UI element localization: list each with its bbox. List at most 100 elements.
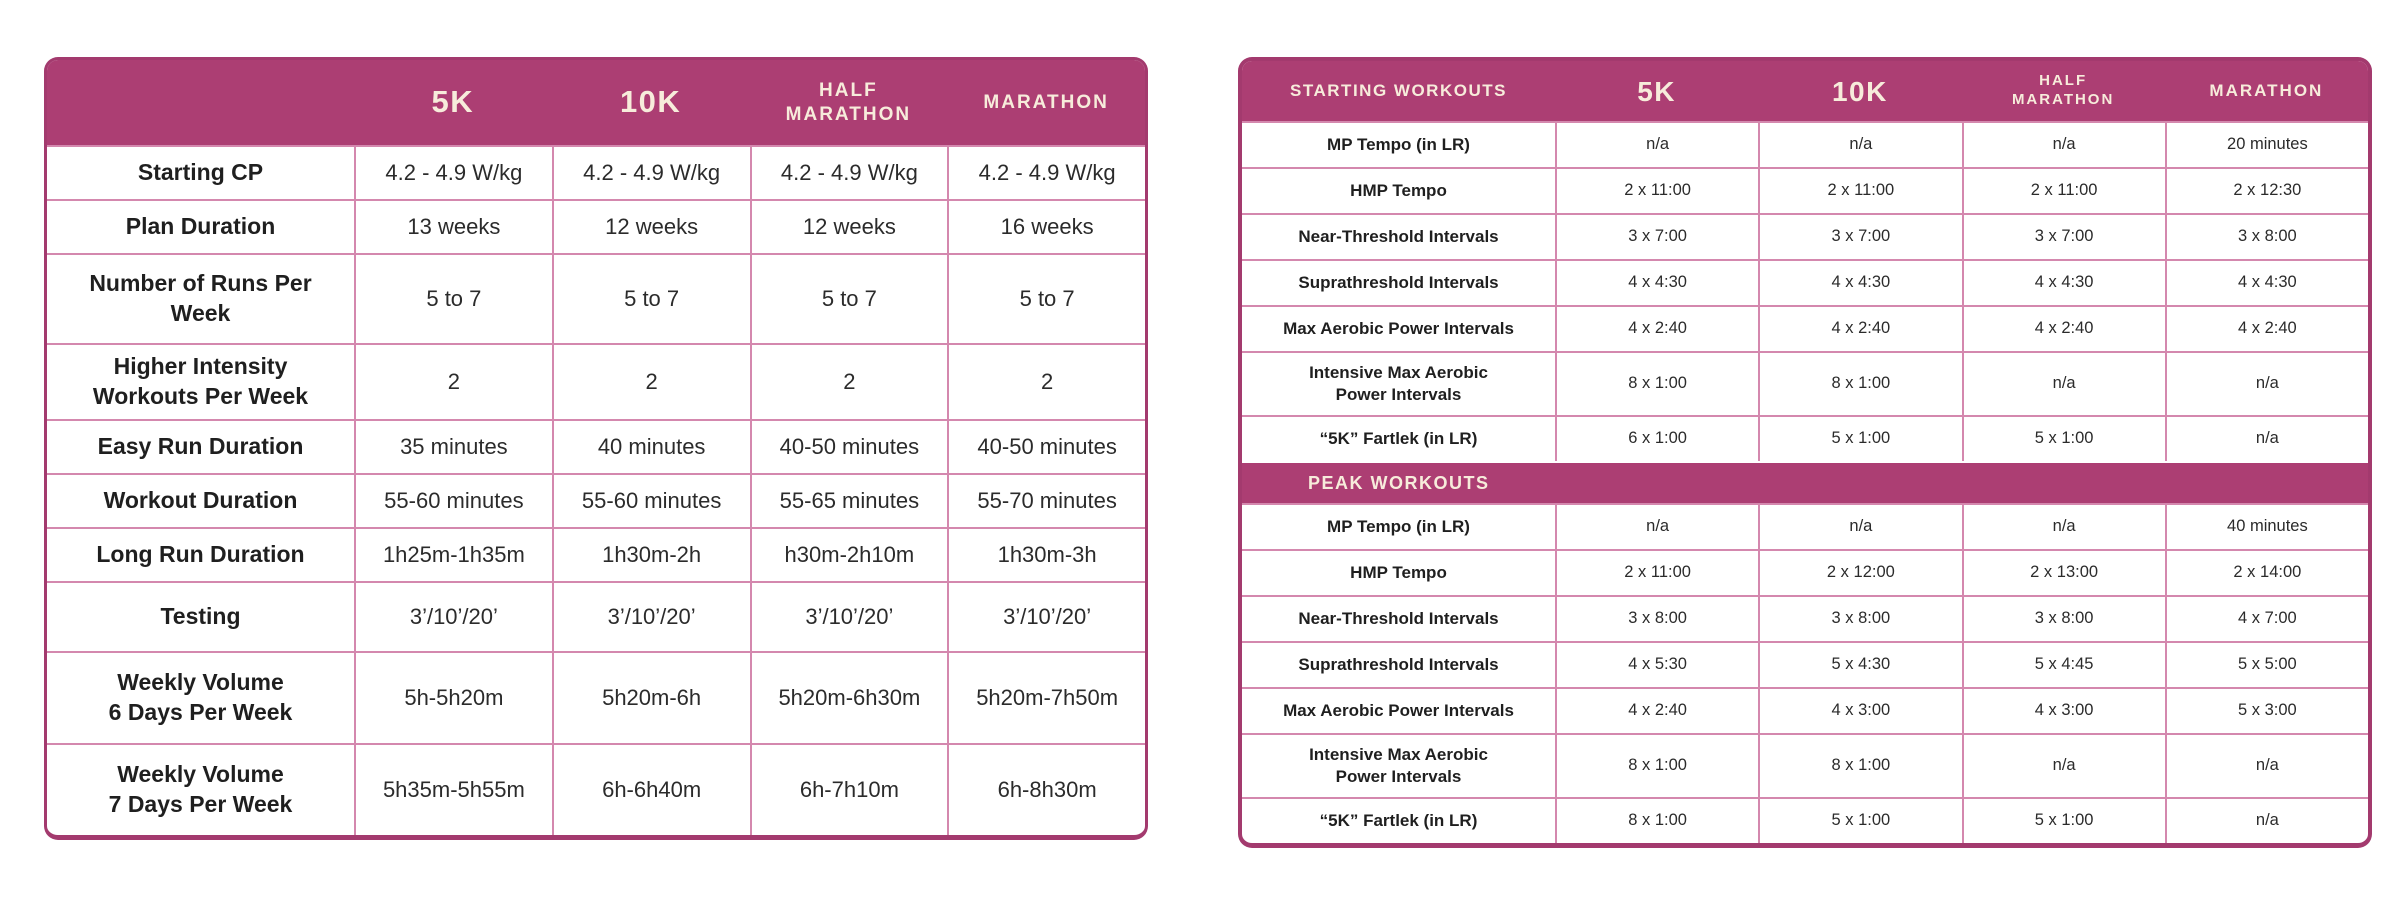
row-label: Plan Duration: [125, 213, 276, 240]
row-label: Weekly Volume 7 Days Per Week: [108, 761, 293, 817]
row-label: Intensive Max Aerobic Power Intervals: [1309, 744, 1488, 786]
table-cell: 3 x 8:00: [1758, 597, 1961, 641]
table-cell: 2 x 11:00: [1758, 169, 1961, 213]
table-cell: 4.2 - 4.9 W/kg: [749, 147, 948, 199]
table-row: HMP Tempo 2 x 11:00 2 x 11:00 2 x 11:00 2 x …: [1242, 167, 2368, 213]
table-cell: 2: [551, 345, 750, 419]
table-row: Testing 3’/10’/20’ 3’/10’/20’ 3’/10’/20’ 3’/…: [47, 581, 1145, 651]
row-label: Number of Runs Per Week: [89, 270, 312, 326]
table-cell: 3’/10’/20’: [551, 583, 750, 651]
table-row: Workout Duration 55-60 minutes 55-60 minut…: [47, 473, 1145, 527]
table-row: Weekly Volume 7 Days Per Week 5h35m-5h55m…: [47, 743, 1145, 835]
row-label: Testing: [160, 603, 241, 630]
table-row: Near-Threshold Intervals 3 x 7:00 3 x 7:00…: [1242, 213, 2368, 259]
table-cell: 2 x 13:00: [1961, 551, 2165, 595]
row-label: Near-Threshold Intervals: [1298, 608, 1499, 628]
section-header-peak-workouts: PEAK WORKOUTS: [1242, 461, 2368, 503]
table-cell: 4 x 4:30: [2164, 261, 2368, 305]
row-label: HMP Tempo: [1350, 562, 1447, 582]
table-cell: 2: [354, 345, 552, 419]
table-cell: 2 x 11:00: [1555, 169, 1758, 213]
table-cell: 3 x 8:00: [1555, 597, 1758, 641]
table-cell: 4 x 3:00: [1961, 689, 2165, 733]
table-cell: n/a: [1758, 123, 1961, 167]
table-cell: 2 x 12:00: [1758, 551, 1961, 595]
column-header-half-marathon: HALF MARATHON: [2011, 72, 2115, 108]
starting-workouts-body: MP Tempo (in LR) n/a n/a n/a 20 minutes HMP T…: [1242, 121, 2368, 461]
table-cell: 5h35m-5h55m: [354, 745, 552, 835]
table-row: “5K” Fartlek (in LR) 8 x 1:00 5 x 1:00 5 x …: [1242, 797, 2368, 843]
table-cell: 4.2 - 4.9 W/kg: [551, 147, 750, 199]
table-cell: 3’/10’/20’: [749, 583, 948, 651]
table-cell: 35 minutes: [354, 421, 552, 473]
table-cell: 4.2 - 4.9 W/kg: [354, 147, 552, 199]
peak-workouts-body: MP Tempo (in LR) n/a n/a n/a 40 minutes HMP T…: [1242, 503, 2368, 843]
table-cell: 5 to 7: [947, 255, 1145, 343]
column-header-marathon: MARATHON: [2209, 81, 2324, 101]
row-label: MP Tempo (in LR): [1327, 134, 1470, 154]
table-cell: 5h20m-7h50m: [947, 653, 1145, 743]
plan-overview-header-row: 5K 10K HALF MARATHON MARATHON: [47, 60, 1145, 145]
table-cell: n/a: [1961, 735, 2165, 797]
table-cell: 40-50 minutes: [947, 421, 1145, 473]
table-cell: 12 weeks: [749, 201, 948, 253]
table-row: Suprathreshold Intervals 4 x 5:30 5 x 4:30…: [1242, 641, 2368, 687]
table-cell: 4 x 2:40: [1758, 307, 1961, 351]
workouts-table: STARTING WORKOUTS 5K 10K HALF MARATHON M…: [1238, 57, 2372, 848]
table-cell: 2 x 14:00: [2164, 551, 2368, 595]
row-label: HMP Tempo: [1350, 180, 1447, 200]
table-cell: 55-60 minutes: [354, 475, 552, 527]
table-cell: 8 x 1:00: [1555, 735, 1758, 797]
table-row: Easy Run Duration 35 minutes 40 minutes 40-…: [47, 419, 1145, 473]
table-row: Plan Duration 13 weeks 12 weeks 12 weeks 16 …: [47, 199, 1145, 253]
row-label: Starting CP: [137, 159, 264, 186]
table-cell: 5 x 3:00: [2164, 689, 2368, 733]
table-cell: 6h-6h40m: [551, 745, 750, 835]
row-label: Workout Duration: [103, 487, 298, 514]
table-cell: 40-50 minutes: [749, 421, 948, 473]
table-cell: 5 x 1:00: [1758, 417, 1961, 461]
table-cell: 4 x 2:40: [2164, 307, 2368, 351]
table-row: Starting CP 4.2 - 4.9 W/kg 4.2 - 4.9 W/kg 4…: [47, 145, 1145, 199]
starting-workouts-header-row: STARTING WORKOUTS 5K 10K HALF MARATHON M…: [1242, 61, 2368, 121]
table-cell: 4 x 2:40: [1961, 307, 2165, 351]
table-cell: n/a: [2164, 353, 2368, 415]
table-cell: 1h25m-1h35m: [354, 529, 552, 581]
table-row: Higher Intensity Workouts Per Week 2 2 2 2: [47, 343, 1145, 419]
table-cell: 4 x 4:30: [1961, 261, 2165, 305]
table-cell: n/a: [1961, 353, 2165, 415]
table-cell: 8 x 1:00: [1758, 735, 1961, 797]
table-cell: 6 x 1:00: [1555, 417, 1758, 461]
table-row: Long Run Duration 1h25m-1h35m 1h30m-2h h30m…: [47, 527, 1145, 581]
table-cell: 55-70 minutes: [947, 475, 1145, 527]
table-row: Near-Threshold Intervals 3 x 8:00 3 x 8:00…: [1242, 595, 2368, 641]
table-cell: n/a: [1961, 505, 2165, 549]
table-cell: 4 x 4:30: [1758, 261, 1961, 305]
table-cell: 40 minutes: [2164, 505, 2368, 549]
column-header-5k: 5K: [431, 84, 475, 120]
table-row: MP Tempo (in LR) n/a n/a n/a 20 minutes: [1242, 121, 2368, 167]
table-row: MP Tempo (in LR) n/a n/a n/a 40 minutes: [1242, 503, 2368, 549]
table-cell: n/a: [2164, 799, 2368, 843]
table-cell: 5 to 7: [551, 255, 750, 343]
table-cell: 5 to 7: [354, 255, 552, 343]
row-label: Near-Threshold Intervals: [1298, 226, 1499, 246]
table-cell: 4 x 7:00: [2164, 597, 2368, 641]
table-cell: h30m-2h10m: [749, 529, 948, 581]
table-cell: 3 x 7:00: [1555, 215, 1758, 259]
row-label: Suprathreshold Intervals: [1298, 654, 1499, 674]
table-row: HMP Tempo 2 x 11:00 2 x 12:00 2 x 13:00 2 x …: [1242, 549, 2368, 595]
plan-overview-table: 5K 10K HALF MARATHON MARATHON Starting C…: [44, 57, 1148, 840]
table-row: Intensive Max Aerobic Power Intervals 8 x…: [1242, 733, 2368, 797]
table-cell: 12 weeks: [551, 201, 750, 253]
table-cell: 16 weeks: [947, 201, 1145, 253]
section-header-starting-workouts: STARTING WORKOUTS: [1290, 81, 1507, 101]
table-cell: 3’/10’/20’: [354, 583, 552, 651]
table-cell: 4.2 - 4.9 W/kg: [947, 147, 1145, 199]
table-cell: 2 x 11:00: [1961, 169, 2165, 213]
table-cell: 3 x 7:00: [1758, 215, 1961, 259]
row-label: Long Run Duration: [96, 541, 305, 568]
table-row: Intensive Max Aerobic Power Intervals 8 x…: [1242, 351, 2368, 415]
table-cell: 5h20m-6h: [551, 653, 750, 743]
table-cell: 1h30m-2h: [551, 529, 750, 581]
